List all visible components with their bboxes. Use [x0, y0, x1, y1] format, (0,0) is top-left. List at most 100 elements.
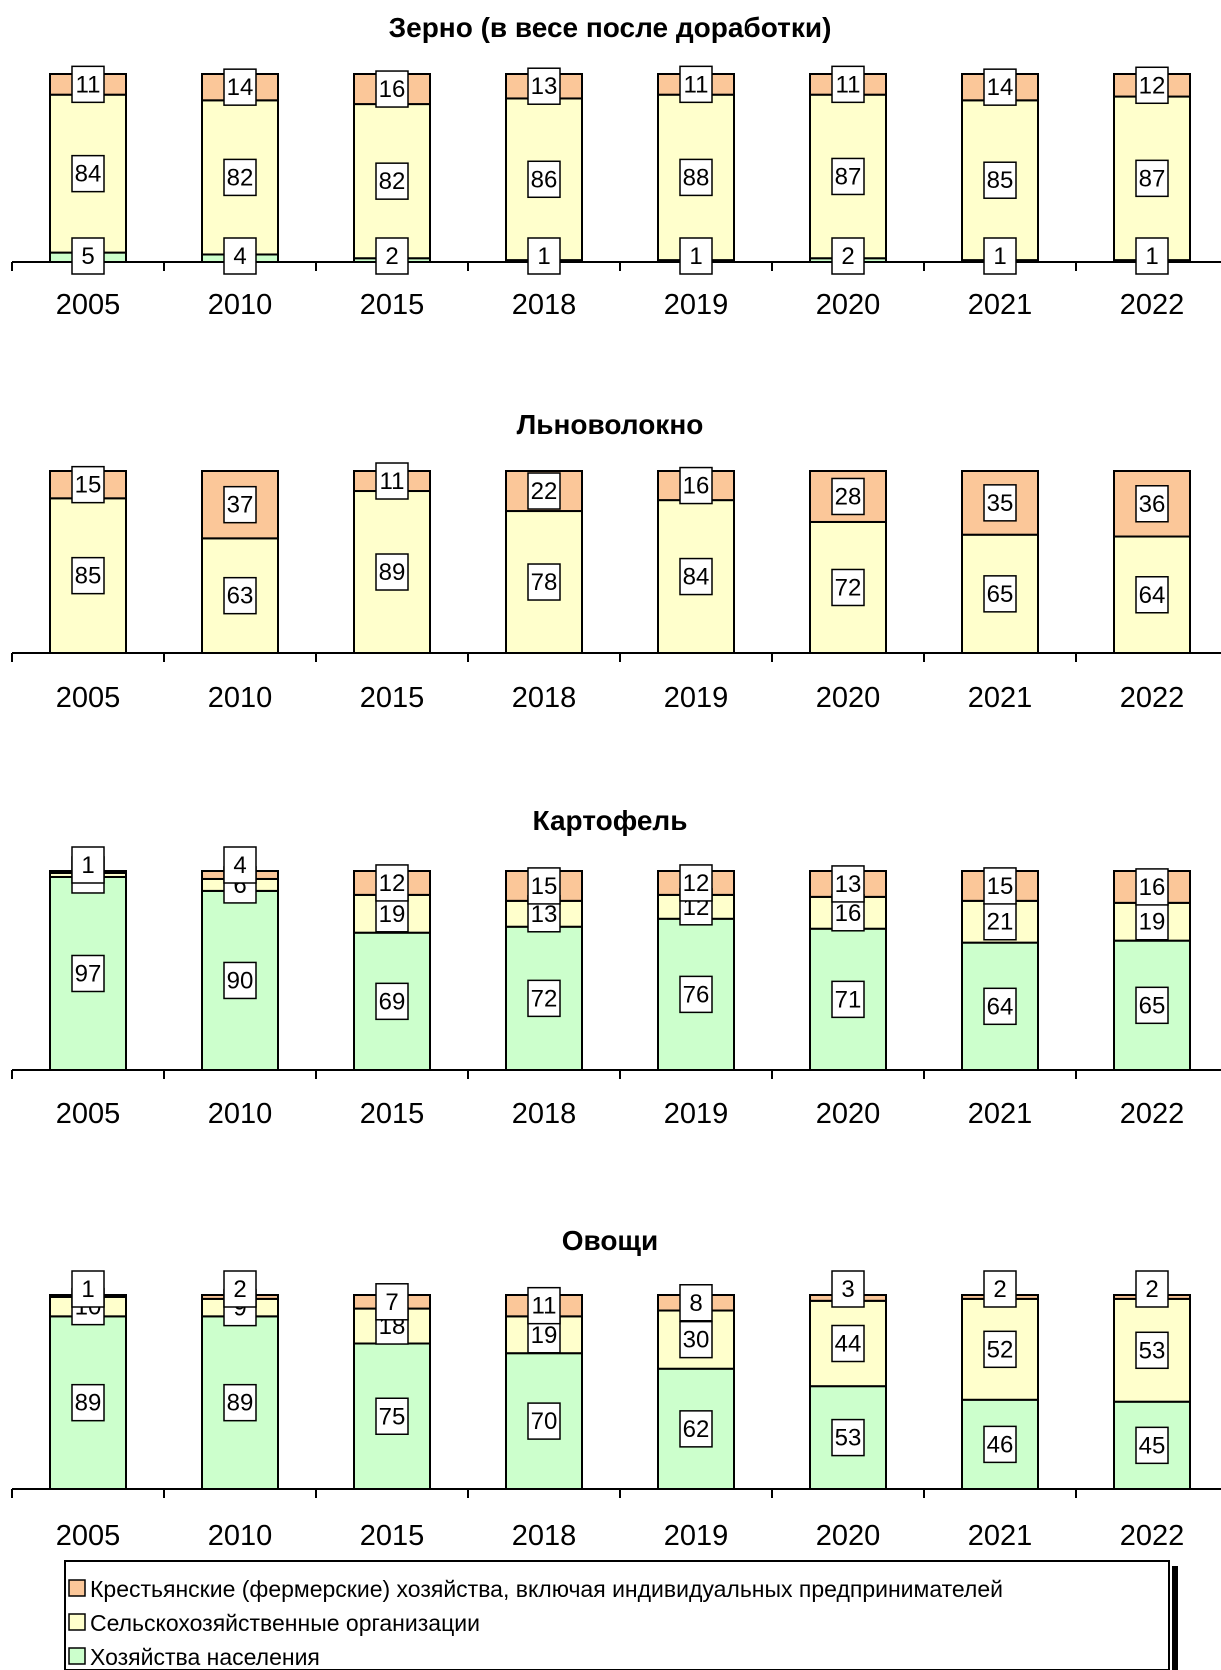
svg-text:14: 14 — [227, 74, 254, 101]
x-tick-label: 2010 — [208, 682, 273, 714]
x-tick-label: 2022 — [1120, 1520, 1185, 1552]
x-tick-label: 2021 — [968, 682, 1033, 714]
data-label: 84 — [679, 557, 713, 596]
svg-text:89: 89 — [379, 559, 406, 586]
data-label: 14 — [983, 68, 1017, 106]
svg-text:7: 7 — [385, 1289, 398, 1316]
svg-text:87: 87 — [1139, 165, 1166, 192]
data-label: 76 — [679, 975, 713, 1014]
data-label: 15 — [527, 867, 561, 905]
data-label: 78 — [527, 563, 561, 601]
legend-label: Сельскохозяйственные организации — [90, 1610, 480, 1636]
chart-title: Льноволокно — [517, 409, 704, 440]
svg-text:11: 11 — [532, 1293, 557, 1320]
svg-text:37: 37 — [227, 492, 254, 519]
svg-text:11: 11 — [76, 71, 101, 98]
svg-text:15: 15 — [531, 873, 558, 900]
svg-text:64: 64 — [987, 993, 1014, 1020]
chart-panel: Зерно (в весе после доработки)5841120054… — [11, 12, 1221, 321]
data-label: 89 — [223, 1383, 257, 1422]
data-label: 19 — [375, 895, 409, 933]
svg-text:15: 15 — [75, 472, 102, 499]
x-tick-label: 2021 — [968, 1098, 1033, 1130]
data-label: 2 — [983, 1270, 1017, 1308]
data-label: 11 — [71, 65, 105, 104]
svg-text:12: 12 — [683, 870, 710, 897]
data-label: 63 — [223, 576, 257, 615]
legend-swatch — [68, 1647, 86, 1665]
chart-panel: Овощи89101200589922010751872015701911201… — [11, 1225, 1221, 1552]
svg-text:8: 8 — [689, 1290, 702, 1317]
svg-text:86: 86 — [531, 166, 558, 193]
x-tick-label: 2010 — [208, 1520, 273, 1552]
data-label: 1 — [71, 846, 105, 884]
svg-text:82: 82 — [379, 168, 406, 195]
x-tick-label: 2010 — [208, 289, 273, 321]
legend-item-orgs: Сельскохозяйственные организации — [68, 1610, 480, 1636]
legend-label: Крестьянские (фермерские) хозяйства, вкл… — [90, 1576, 1003, 1602]
data-label: 11 — [831, 65, 865, 104]
data-label: 82 — [375, 162, 409, 200]
x-tick-label: 2005 — [56, 1520, 121, 1552]
svg-text:53: 53 — [835, 1425, 862, 1452]
data-label: 8 — [679, 1284, 713, 1322]
svg-text:44: 44 — [835, 1331, 862, 1358]
data-label: 69 — [375, 982, 409, 1021]
x-tick-label: 2022 — [1120, 289, 1185, 321]
svg-text:11: 11 — [836, 71, 861, 98]
svg-text:70: 70 — [531, 1408, 558, 1435]
svg-text:69: 69 — [379, 988, 406, 1015]
data-label: 16 — [375, 70, 409, 108]
svg-text:2: 2 — [233, 1276, 246, 1303]
svg-text:1: 1 — [1145, 243, 1158, 270]
data-label: 30 — [679, 1320, 713, 1359]
data-label: 1 — [71, 1270, 105, 1308]
data-label: 75 — [375, 1397, 409, 1435]
svg-text:13: 13 — [531, 901, 558, 928]
data-label: 11 — [375, 462, 409, 500]
data-label: 46 — [983, 1425, 1017, 1464]
data-label: 85 — [71, 556, 105, 595]
svg-text:64: 64 — [1139, 582, 1166, 609]
data-label: 72 — [527, 979, 561, 1018]
x-tick-label: 2010 — [208, 1098, 273, 1130]
data-label: 2 — [831, 237, 865, 275]
svg-text:16: 16 — [683, 473, 710, 500]
x-tick-label: 2020 — [816, 289, 881, 321]
data-label: 65 — [983, 575, 1017, 613]
svg-text:65: 65 — [1139, 992, 1166, 1019]
svg-text:87: 87 — [835, 163, 862, 190]
data-label: 12 — [375, 864, 409, 902]
svg-text:75: 75 — [379, 1403, 406, 1430]
svg-text:1: 1 — [81, 1276, 94, 1303]
data-label: 53 — [1135, 1331, 1169, 1370]
svg-text:88: 88 — [683, 164, 710, 191]
svg-text:2: 2 — [385, 243, 398, 270]
legend: Крестьянские (фермерские) хозяйства, вкл… — [64, 1560, 1178, 1670]
data-label: 36 — [1135, 485, 1169, 523]
svg-text:4: 4 — [233, 852, 246, 879]
legend-swatch — [68, 1579, 86, 1597]
data-label: 21 — [983, 902, 1017, 941]
data-label: 19 — [1135, 902, 1169, 941]
data-label: 28 — [831, 477, 865, 516]
data-label: 12 — [679, 864, 713, 902]
chart-title: Картофель — [533, 805, 688, 836]
x-tick-label: 2022 — [1120, 1098, 1185, 1130]
data-label: 13 — [831, 865, 865, 903]
svg-text:12: 12 — [1139, 72, 1166, 99]
legend-item-farms: Крестьянские (фермерские) хозяйства, вкл… — [68, 1576, 1003, 1602]
svg-text:72: 72 — [531, 985, 558, 1012]
svg-text:14: 14 — [987, 74, 1014, 101]
x-tick-label: 2021 — [968, 1520, 1033, 1552]
svg-text:97: 97 — [75, 960, 102, 987]
data-label: 3 — [831, 1270, 865, 1308]
svg-text:90: 90 — [227, 967, 254, 994]
data-label: 89 — [71, 1383, 105, 1422]
data-label: 15 — [983, 867, 1017, 905]
svg-text:65: 65 — [987, 581, 1014, 608]
chart-panel: Льноволокно 85 15 2005 63 37 2010 89 11 2015 78 22 2… — [11, 409, 1221, 714]
x-tick-label: 2018 — [512, 1098, 577, 1130]
svg-text:12: 12 — [379, 870, 406, 897]
